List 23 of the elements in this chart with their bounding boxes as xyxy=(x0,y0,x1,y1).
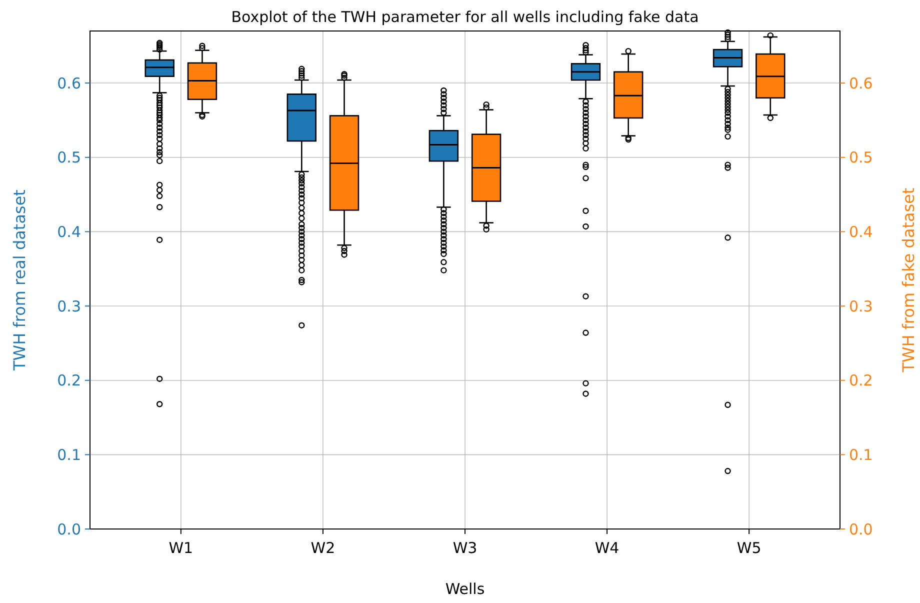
y-tick-label: 0.4 xyxy=(57,222,81,241)
y2-axis-title: TWH from fake dataset xyxy=(899,188,918,374)
y2-tick-label: 0.6 xyxy=(849,74,873,92)
y2-tick-label: 0.0 xyxy=(849,520,873,538)
y-tick-label: 0.2 xyxy=(57,372,81,390)
chart-title: Boxplot of the TWH parameter for all wells including fake data xyxy=(231,8,699,26)
x-tick-label: W1 xyxy=(168,539,194,557)
y-tick-label: 0.6 xyxy=(57,74,81,92)
x-tick-label: W4 xyxy=(594,539,620,557)
x-tick-label: W5 xyxy=(736,539,762,557)
y-tick-label: 0.0 xyxy=(57,520,81,538)
y2-tick-label: 0.1 xyxy=(849,446,873,464)
y-tick-label: 0.5 xyxy=(57,148,81,167)
y2-tick-label: 0.3 xyxy=(849,297,873,316)
x-tick-label: W3 xyxy=(452,539,478,557)
y-axis-title: TWH from real dataset xyxy=(10,190,29,372)
y2-tick-label: 0.4 xyxy=(849,222,873,241)
y2-tick-label: 0.2 xyxy=(849,372,873,390)
x-tick-label: W2 xyxy=(310,539,336,557)
x-axis-title: Wells xyxy=(445,580,485,598)
y-tick-label: 0.3 xyxy=(57,297,81,316)
y2-tick-label: 0.5 xyxy=(849,148,873,167)
y-tick-label: 0.1 xyxy=(57,446,81,464)
